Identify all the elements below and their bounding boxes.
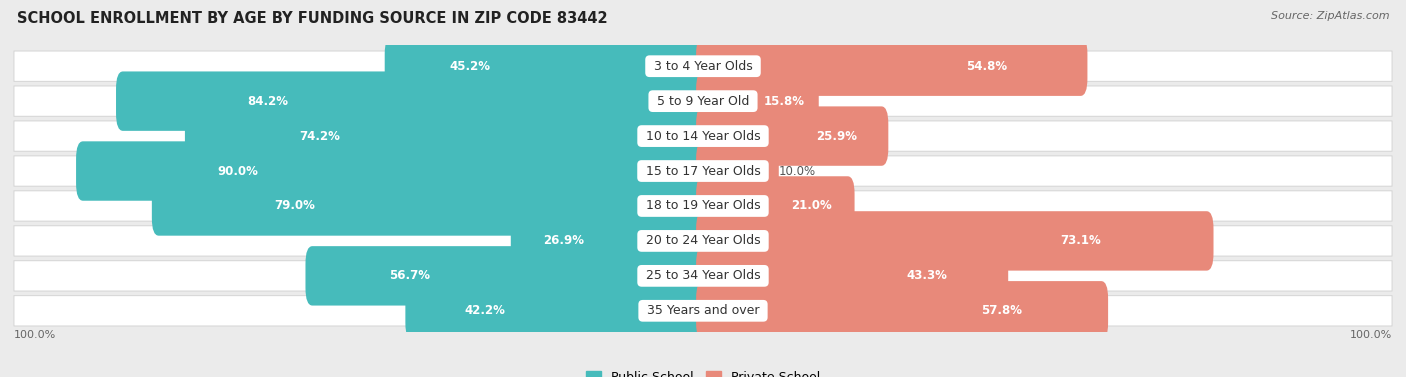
FancyBboxPatch shape xyxy=(14,261,1392,291)
Legend: Public School, Private School: Public School, Private School xyxy=(581,366,825,377)
FancyBboxPatch shape xyxy=(186,106,710,166)
FancyBboxPatch shape xyxy=(14,86,1392,116)
Text: 54.8%: 54.8% xyxy=(966,60,1007,73)
FancyBboxPatch shape xyxy=(696,246,1008,305)
FancyBboxPatch shape xyxy=(305,246,710,305)
Text: 21.0%: 21.0% xyxy=(792,199,832,213)
FancyBboxPatch shape xyxy=(696,72,818,131)
Text: 10.0%: 10.0% xyxy=(779,164,815,178)
Text: 84.2%: 84.2% xyxy=(247,95,288,108)
Text: 20 to 24 Year Olds: 20 to 24 Year Olds xyxy=(641,234,765,247)
Text: 43.3%: 43.3% xyxy=(907,269,948,282)
Text: 18 to 19 Year Olds: 18 to 19 Year Olds xyxy=(641,199,765,213)
Text: 5 to 9 Year Old: 5 to 9 Year Old xyxy=(652,95,754,108)
Text: 15 to 17 Year Olds: 15 to 17 Year Olds xyxy=(641,164,765,178)
Text: 90.0%: 90.0% xyxy=(218,164,259,178)
Text: 3 to 4 Year Olds: 3 to 4 Year Olds xyxy=(650,60,756,73)
Text: 100.0%: 100.0% xyxy=(1350,330,1392,340)
FancyBboxPatch shape xyxy=(405,281,710,340)
Text: 42.2%: 42.2% xyxy=(464,304,505,317)
FancyBboxPatch shape xyxy=(696,37,1087,96)
FancyBboxPatch shape xyxy=(152,176,710,236)
Text: 74.2%: 74.2% xyxy=(299,130,340,143)
Text: 57.8%: 57.8% xyxy=(981,304,1022,317)
FancyBboxPatch shape xyxy=(14,51,1392,81)
Text: SCHOOL ENROLLMENT BY AGE BY FUNDING SOURCE IN ZIP CODE 83442: SCHOOL ENROLLMENT BY AGE BY FUNDING SOUR… xyxy=(17,11,607,26)
FancyBboxPatch shape xyxy=(14,121,1392,151)
FancyBboxPatch shape xyxy=(696,141,779,201)
Text: 25.9%: 25.9% xyxy=(817,130,858,143)
FancyBboxPatch shape xyxy=(14,296,1392,326)
FancyBboxPatch shape xyxy=(14,156,1392,186)
Text: 73.1%: 73.1% xyxy=(1060,234,1101,247)
Text: 100.0%: 100.0% xyxy=(14,330,56,340)
Text: 25 to 34 Year Olds: 25 to 34 Year Olds xyxy=(641,269,765,282)
Text: 35 Years and over: 35 Years and over xyxy=(643,304,763,317)
FancyBboxPatch shape xyxy=(14,226,1392,256)
Text: Source: ZipAtlas.com: Source: ZipAtlas.com xyxy=(1271,11,1389,21)
Text: 26.9%: 26.9% xyxy=(544,234,585,247)
Text: 45.2%: 45.2% xyxy=(449,60,489,73)
Text: 10 to 14 Year Olds: 10 to 14 Year Olds xyxy=(641,130,765,143)
FancyBboxPatch shape xyxy=(510,211,710,271)
FancyBboxPatch shape xyxy=(14,191,1392,221)
FancyBboxPatch shape xyxy=(696,106,889,166)
FancyBboxPatch shape xyxy=(117,72,710,131)
Text: 79.0%: 79.0% xyxy=(274,199,315,213)
FancyBboxPatch shape xyxy=(385,37,710,96)
Text: 56.7%: 56.7% xyxy=(389,269,430,282)
FancyBboxPatch shape xyxy=(696,211,1213,271)
FancyBboxPatch shape xyxy=(696,176,855,236)
Text: 15.8%: 15.8% xyxy=(763,95,806,108)
FancyBboxPatch shape xyxy=(696,281,1108,340)
FancyBboxPatch shape xyxy=(76,141,710,201)
